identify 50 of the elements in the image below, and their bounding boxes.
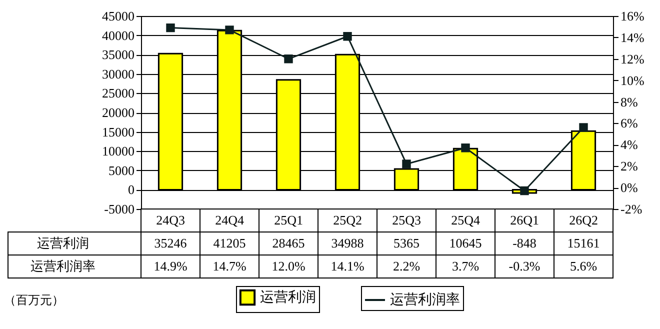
y-tick-label: 45000 bbox=[102, 8, 134, 24]
data-label: 3.7% bbox=[452, 258, 480, 274]
x-tick-label: 24Q4 bbox=[215, 212, 244, 228]
y-tick-label: 5000 bbox=[108, 162, 134, 178]
y-tick-label: 30000 bbox=[102, 66, 134, 82]
y2-tick-label: 8% bbox=[620, 94, 638, 110]
data-label: -848 bbox=[512, 236, 536, 250]
data-label: 35246 bbox=[154, 236, 188, 250]
y2-tick-label: 6% bbox=[620, 116, 638, 131]
data-label: 15161 bbox=[567, 236, 600, 250]
y2-tick-label: 4% bbox=[620, 137, 638, 152]
y2-tick-label: 16% bbox=[620, 8, 644, 24]
y-tick-label: 35000 bbox=[102, 47, 134, 62]
text: 运营利润率 bbox=[30, 258, 96, 274]
y2-tick-label: 14% bbox=[620, 30, 644, 45]
y2-tick-label: 0% bbox=[620, 180, 638, 196]
data-label: 14.9% bbox=[154, 258, 188, 274]
data-label: -0.3% bbox=[508, 258, 540, 274]
legend-label: 运营利润 bbox=[260, 290, 316, 306]
data-label: 14.1% bbox=[330, 258, 364, 274]
text: 运营利润 bbox=[37, 236, 89, 250]
x-tick-label: 26Q2 bbox=[569, 212, 598, 228]
y2-tick-label: 10% bbox=[620, 72, 644, 88]
data-label: 14.7% bbox=[212, 258, 246, 274]
x-tick-label: 24Q3 bbox=[156, 212, 185, 228]
y2-tick-label: 2% bbox=[620, 158, 638, 174]
y-tick-label: 25000 bbox=[102, 86, 134, 101]
data-label: 12.0% bbox=[272, 258, 306, 274]
data-label: 34988 bbox=[331, 236, 364, 250]
y-tick-label: 10000 bbox=[102, 144, 134, 159]
y2-tick-label: -2% bbox=[620, 202, 642, 216]
text: （百万元） bbox=[4, 293, 64, 307]
data-label: 5.6% bbox=[570, 258, 598, 274]
x-tick-label: 25Q3 bbox=[392, 212, 421, 228]
y2-tick-label: 12% bbox=[620, 51, 644, 66]
y-tick-label: 15000 bbox=[102, 124, 134, 140]
x-tick-label: 25Q4 bbox=[451, 212, 480, 228]
y-tick-label: -5000 bbox=[104, 202, 134, 216]
x-tick-label: 26Q1 bbox=[510, 212, 539, 228]
legend-label: 运营利润率 bbox=[390, 292, 460, 308]
y-tick-label: 40000 bbox=[102, 28, 134, 43]
y-tick-label: 20000 bbox=[102, 105, 134, 120]
data-label: 28465 bbox=[272, 236, 305, 250]
data-label: 10645 bbox=[449, 236, 482, 250]
x-tick-label: 25Q1 bbox=[274, 212, 303, 228]
data-label: 5365 bbox=[394, 236, 420, 250]
data-label: 2.2% bbox=[392, 258, 420, 274]
data-label: 41205 bbox=[213, 236, 246, 250]
y-tick-label: 0 bbox=[128, 182, 134, 198]
x-tick-label: 25Q2 bbox=[333, 212, 362, 228]
